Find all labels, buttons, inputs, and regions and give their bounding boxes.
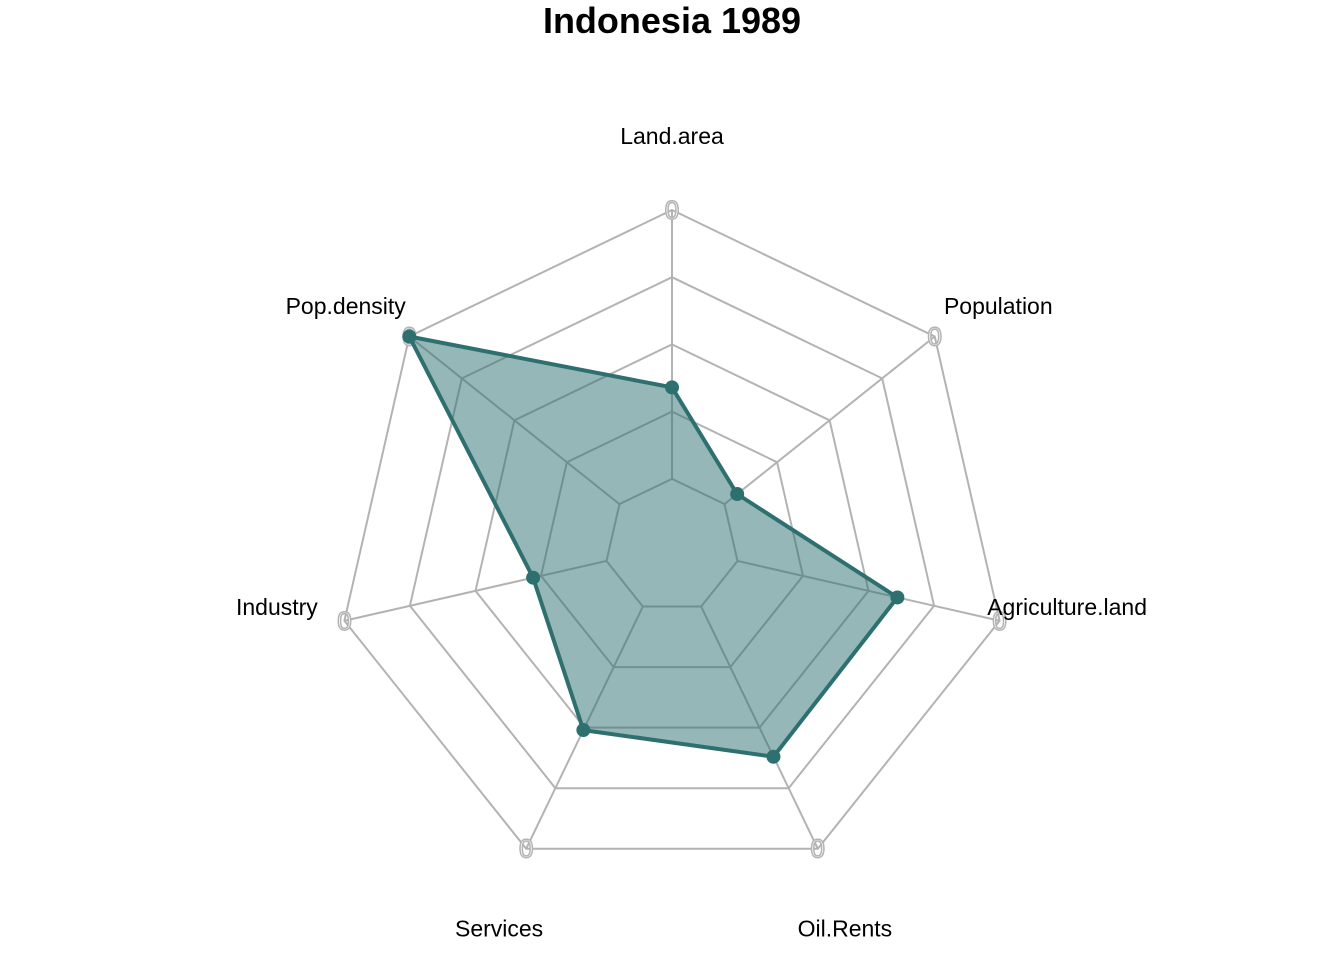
tick-label-5: 0	[519, 834, 533, 864]
axis-label-industry: Industry	[236, 594, 318, 620]
tick-label-1: 0	[665, 195, 679, 225]
data-point-services	[576, 723, 591, 738]
tick-label-2: 0	[927, 322, 941, 352]
chart-title: Indonesia 1989	[543, 0, 801, 41]
axis-label-agriculture-land: Agriculture.land	[987, 594, 1147, 620]
axis-label-pop-density: Pop.density	[286, 293, 407, 319]
grid-ring-5	[343, 208, 1001, 850]
tick-layer: 0000000	[336, 194, 1007, 864]
axis-label-land-area: Land.area	[620, 123, 724, 149]
axis-label-layer: Land.area Population Agriculture.land Oil.R…	[236, 123, 1147, 942]
data-point-oil-rents	[766, 749, 781, 764]
data-point-industry	[526, 570, 541, 585]
axis-label-services: Services	[455, 916, 543, 942]
data-point-agriculture-land	[890, 590, 905, 605]
axis-label-oil-rents: Oil.Rents	[798, 916, 893, 942]
tick-label-4: 0	[811, 834, 825, 864]
tick-label-6: 0	[337, 606, 351, 636]
series-layer	[402, 329, 905, 764]
data-point-land-area	[665, 380, 679, 395]
data-point-population	[730, 487, 745, 502]
grid-spoke-2	[723, 335, 936, 505]
data-point-pop-density	[402, 329, 417, 344]
axis-label-population: Population	[944, 293, 1053, 319]
tick-label-3: 0	[992, 606, 1006, 636]
series-area-1	[407, 334, 900, 759]
